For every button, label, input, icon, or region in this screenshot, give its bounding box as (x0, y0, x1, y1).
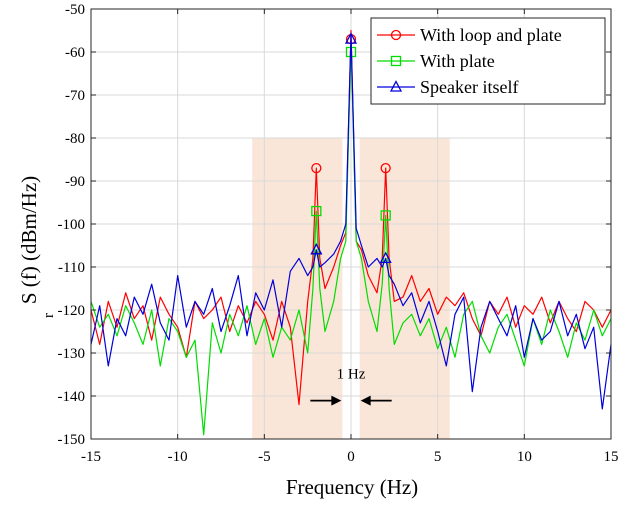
series-1-marker-3 (380, 162, 391, 174)
y-axis-label: S (f) (dBm/Hz) (17, 176, 41, 304)
y-tick-label-6: -90 (65, 174, 85, 190)
y-tick-label-5: -100 (58, 217, 86, 233)
y-tick-label-4: -110 (58, 260, 85, 276)
legend: With loop and plate With plate Speaker its… (370, 17, 606, 105)
series-3-marker-2 (344, 32, 358, 44)
series-group (90, 29, 612, 436)
x-tick-label-3: 0 (347, 449, 355, 465)
axes: -15 -10 -5 0 5 10 15-150-140-130-120-110-100-9… (58, 2, 619, 465)
y-tick-label-2: -130 (58, 346, 86, 362)
annotation-arrow-right-head (360, 395, 371, 406)
x-tick-label-4: 5 (434, 449, 442, 465)
legend-marker-3 (389, 80, 403, 92)
y-axis-label-main: S (f) (dBm/Hz) (17, 176, 41, 304)
annotation-arrow-left-head (331, 395, 342, 406)
shaded-regions (252, 138, 450, 439)
legend-label-1: With loop and plate (420, 25, 562, 45)
x-tick-label-1: -10 (168, 449, 188, 465)
y-tick-label-3: -120 (58, 303, 86, 319)
y-tick-label-10: -50 (65, 2, 85, 18)
x-axis-label: Frequency (Hz) (286, 475, 418, 499)
series-2-marker-1 (311, 205, 322, 217)
y-tick-label-8: -70 (65, 88, 85, 104)
legend-entry-2: With plate (377, 51, 495, 71)
x-tick-label-0: -15 (81, 449, 101, 465)
series-3-marker-1 (310, 242, 323, 255)
shaded-region-2 (359, 138, 450, 439)
legend-label-2: With plate (420, 51, 495, 71)
series-2-marker-3 (380, 210, 391, 221)
x-tick-label-6: 15 (604, 449, 619, 465)
annotation: 1 Hz (310, 367, 392, 406)
legend-label-3: Speaker itself (420, 77, 518, 97)
y-axis-label-subscript: r (41, 313, 57, 318)
y-tick-label-9: -60 (65, 45, 85, 61)
legend-entry-3: Speaker itself (377, 77, 518, 97)
series-1-marker-1 (311, 162, 322, 174)
legend-entry-1: With loop and plate (377, 25, 562, 45)
y-axis-label-group: S (f) (dBm/Hz) r (17, 176, 57, 318)
x-tick-label-5: 10 (517, 449, 532, 465)
series-3-marker-3 (379, 251, 392, 264)
legend-marker-2 (390, 55, 402, 67)
x-tick-label-2: -5 (258, 449, 271, 465)
legend-marker-1 (390, 29, 402, 41)
series-3 (90, 32, 612, 410)
annotation-label: 1 Hz (337, 367, 366, 383)
y-tick-label-7: -80 (65, 131, 85, 147)
y-tick-label-0: -150 (58, 432, 86, 448)
y-tick-label-1: -140 (58, 389, 86, 405)
